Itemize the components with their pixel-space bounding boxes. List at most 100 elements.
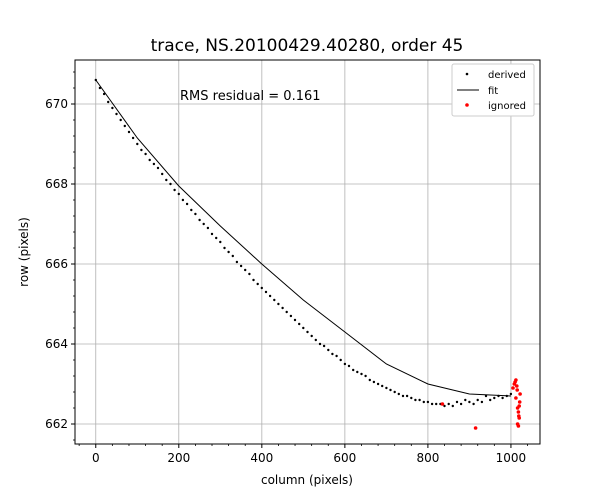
derived-point: [223, 246, 226, 250]
derived-point: [156, 166, 160, 170]
derived-point: [107, 100, 110, 104]
derived-point: [335, 354, 338, 358]
derived-point: [405, 394, 409, 398]
derived-point: [235, 260, 239, 264]
ignored-point: [511, 386, 515, 390]
derived-point: [331, 352, 334, 356]
derived-point: [173, 188, 176, 192]
legend-derived-label: derived: [488, 70, 526, 81]
derived-point: [302, 326, 305, 330]
derived-point: [190, 208, 193, 212]
y-tick-label: 670: [45, 97, 68, 111]
derived-point: [264, 290, 268, 294]
derived-point: [285, 310, 288, 314]
derived-point: [401, 394, 405, 398]
derived-point: [480, 400, 484, 404]
derived-point: [231, 254, 234, 258]
derived-point: [198, 218, 201, 222]
derived-point: [372, 380, 376, 384]
chart-title: trace, NS.20100429.40280, order 45: [151, 36, 464, 56]
y-tick-label: 664: [45, 337, 68, 351]
legend-box: [451, 63, 535, 117]
derived-point: [347, 364, 351, 368]
derived-point: [306, 330, 309, 334]
legend-ignored-label: ignored: [488, 101, 526, 112]
derived-point: [414, 398, 417, 402]
grid-lines: [75, 60, 540, 444]
derived-point: [455, 400, 459, 404]
derived-point: [293, 318, 297, 322]
x-axis: 0 200 400 600 800 1000: [78, 444, 528, 465]
derived-point: [277, 302, 280, 306]
ignored-point: [516, 410, 521, 414]
rms-annotation: RMS residual = 0.161: [180, 89, 321, 104]
derived-point: [501, 396, 504, 400]
derived-point: [327, 348, 330, 352]
x-tick-label: 200: [167, 451, 190, 465]
derived-point: [206, 226, 210, 230]
x-tick-label: 600: [333, 451, 356, 465]
derived-point: [244, 268, 247, 272]
legend: derived fit ignored: [451, 63, 535, 117]
ignored-point: [440, 402, 445, 406]
derived-point: [459, 402, 463, 406]
derived-point: [343, 362, 347, 366]
derived-point: [464, 398, 467, 402]
derived-point: [422, 400, 425, 404]
derived-point: [368, 378, 371, 382]
ignored-point: [517, 416, 521, 420]
derived-point: [509, 392, 513, 396]
derived-point: [397, 392, 400, 396]
ignored-point: [515, 384, 519, 388]
ignored-point: [473, 426, 478, 430]
derived-point: [119, 118, 122, 122]
ignored-point: [518, 392, 522, 396]
derived-point: [144, 152, 147, 156]
x-tick-label: 1000: [496, 451, 527, 465]
derived-point: [489, 398, 492, 402]
derived-point: [430, 402, 434, 406]
derived-point: [468, 400, 471, 404]
axes-frame: [74, 59, 541, 445]
derived-point: [256, 282, 259, 286]
derived-point: [389, 388, 392, 392]
derived-point: [443, 404, 446, 408]
derived-point: [123, 124, 127, 128]
derived-point: [127, 130, 131, 134]
derived-point: [165, 178, 168, 182]
derived-point: [140, 148, 143, 152]
derived-point: [148, 158, 151, 162]
derived-point: [356, 370, 359, 374]
derived-point: [410, 396, 413, 400]
ignored-point: [515, 422, 520, 426]
derived-point: [364, 374, 367, 378]
ignored-point: [517, 400, 522, 404]
derived-point: [339, 358, 342, 362]
derived-point: [136, 142, 139, 146]
derived-point: [131, 136, 135, 140]
derived-point: [493, 396, 496, 400]
derived-point: [476, 398, 479, 402]
derived-point: [298, 322, 301, 326]
derived-point: [181, 198, 185, 202]
y-tick-label: 662: [45, 417, 68, 431]
derived-point: [152, 162, 156, 166]
derived-point: [352, 368, 355, 372]
derived-point: [185, 202, 189, 206]
derived-point: [177, 192, 180, 196]
derived-point: [215, 236, 218, 240]
plot-area: [94, 78, 522, 430]
derived-point: [102, 92, 106, 96]
derived-point: [268, 294, 272, 298]
derived-point: [289, 314, 293, 318]
derived-point: [169, 182, 172, 186]
fit-line: [95, 79, 511, 397]
derived-point: [281, 306, 284, 310]
legend-derived-marker: [465, 72, 469, 76]
legend-fit-label: fit: [488, 86, 498, 97]
derived-point: [111, 106, 114, 110]
derived-point: [447, 402, 450, 406]
derived-point: [451, 404, 454, 408]
derived-point: [318, 342, 322, 346]
x-tick-label: 0: [92, 451, 100, 465]
